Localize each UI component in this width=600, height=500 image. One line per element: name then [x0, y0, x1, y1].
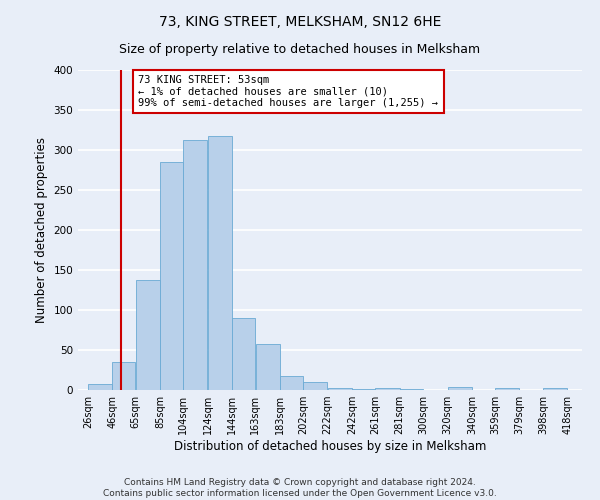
- Bar: [328, 388, 352, 390]
- Text: 73 KING STREET: 53sqm
← 1% of detached houses are smaller (10)
99% of semi-detac: 73 KING STREET: 53sqm ← 1% of detached h…: [139, 75, 439, 108]
- Y-axis label: Number of detached properties: Number of detached properties: [35, 137, 48, 323]
- Bar: [112, 362, 136, 390]
- X-axis label: Distribution of detached houses by size in Melksham: Distribution of detached houses by size …: [174, 440, 486, 453]
- Bar: [160, 162, 183, 390]
- Bar: [303, 382, 328, 390]
- Bar: [208, 136, 232, 390]
- Bar: [280, 376, 303, 390]
- Bar: [496, 388, 520, 390]
- Text: Contains HM Land Registry data © Crown copyright and database right 2024.
Contai: Contains HM Land Registry data © Crown c…: [103, 478, 497, 498]
- Bar: [352, 389, 375, 390]
- Text: 73, KING STREET, MELKSHAM, SN12 6HE: 73, KING STREET, MELKSHAM, SN12 6HE: [159, 15, 441, 29]
- Bar: [256, 344, 280, 390]
- Bar: [543, 388, 567, 390]
- Bar: [232, 318, 255, 390]
- Bar: [136, 280, 160, 390]
- Bar: [400, 389, 423, 390]
- Bar: [184, 140, 208, 390]
- Bar: [376, 388, 400, 390]
- Bar: [88, 384, 112, 390]
- Text: Size of property relative to detached houses in Melksham: Size of property relative to detached ho…: [119, 42, 481, 56]
- Bar: [448, 387, 472, 390]
